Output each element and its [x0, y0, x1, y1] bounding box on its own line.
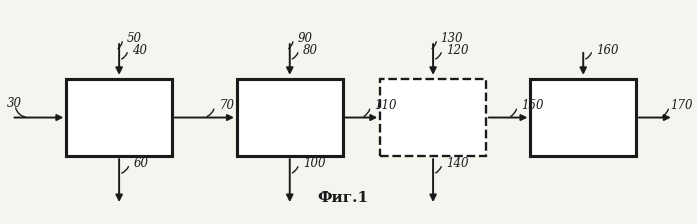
- Text: 130: 130: [441, 32, 463, 45]
- Text: 40: 40: [132, 43, 147, 56]
- Text: 110: 110: [374, 99, 397, 112]
- Text: 160: 160: [596, 43, 619, 56]
- Text: Фиг.1: Фиг.1: [317, 191, 368, 205]
- Bar: [380, 79, 486, 156]
- Text: 80: 80: [302, 43, 318, 56]
- Text: 140: 140: [446, 157, 468, 170]
- Bar: [530, 79, 636, 156]
- Text: 60: 60: [133, 157, 148, 170]
- Text: 70: 70: [220, 99, 234, 112]
- Text: 120: 120: [446, 43, 468, 56]
- Bar: [237, 79, 343, 156]
- Text: 90: 90: [297, 32, 312, 45]
- Text: 30: 30: [7, 97, 22, 110]
- Bar: [66, 79, 172, 156]
- Text: 100: 100: [302, 157, 325, 170]
- Text: 50: 50: [127, 32, 141, 45]
- Text: 170: 170: [671, 99, 693, 112]
- Text: 150: 150: [521, 99, 544, 112]
